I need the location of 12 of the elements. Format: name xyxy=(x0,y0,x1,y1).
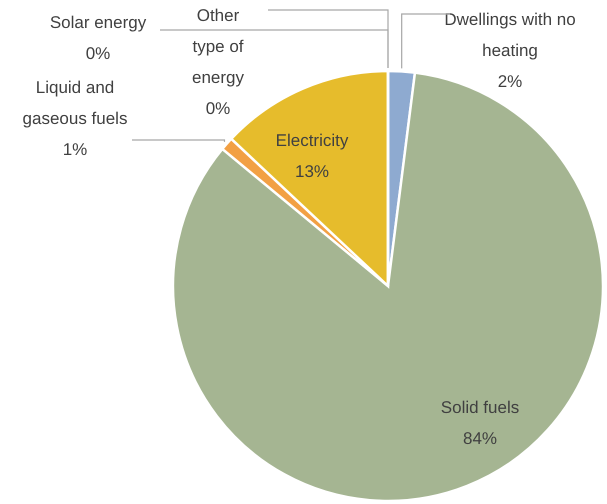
slice-label: Electricity xyxy=(276,131,349,150)
data-label: 13% xyxy=(294,162,330,181)
slice-label: Dwellings with no heating xyxy=(444,10,576,60)
data-label: 2% xyxy=(498,72,522,91)
text: 0% xyxy=(86,44,110,63)
data-label: 84% xyxy=(462,429,498,448)
text: 0% xyxy=(206,99,230,118)
category-label: Solar energy xyxy=(50,13,146,32)
slice-label: Liquid and gaseous fuels xyxy=(22,78,128,128)
slice-label: Solid fuels xyxy=(440,398,520,417)
data-label: 1% xyxy=(62,140,88,159)
category-label: Other type of energy xyxy=(192,6,244,87)
